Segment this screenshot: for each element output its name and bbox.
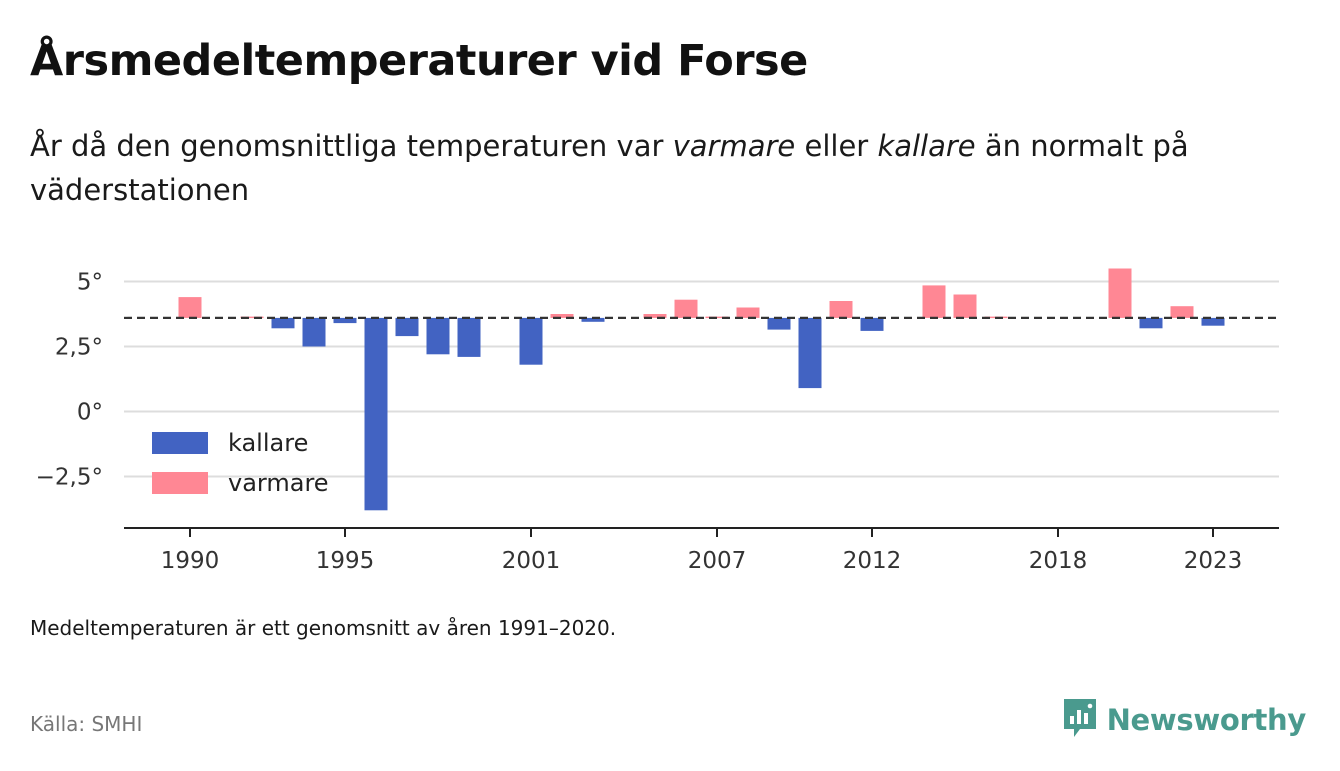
y-tick-label: 2,5°: [55, 335, 103, 361]
bar-cold: [860, 317, 884, 331]
bar-cold: [798, 317, 822, 389]
x-tick-label: 2012: [843, 548, 902, 574]
bar-warm: [550, 314, 574, 318]
x-tick-label: 1990: [161, 548, 220, 574]
newsworthy-brand: Newsworthy: [1061, 697, 1306, 743]
bar-cold: [426, 317, 450, 355]
y-tick-label: 5°: [77, 270, 103, 296]
chart-note: Medeltemperaturen är ett genomsnitt av å…: [30, 616, 617, 640]
subtitle-text-2: eller: [795, 129, 878, 163]
bar-cold: [1201, 317, 1225, 326]
x-tick-label: 2001: [502, 548, 561, 574]
chart-title: Årsmedeltemperaturer vid Forse: [30, 36, 808, 86]
newsworthy-logo-icon: [1061, 697, 1099, 743]
bar-warm: [1108, 268, 1132, 318]
legend-label-warm: varmare: [228, 469, 329, 497]
bar-cold: [395, 317, 419, 337]
bar-cold: [364, 317, 388, 511]
subtitle-text-3: än normalt på väderstationen: [30, 129, 1189, 207]
x-tick-label: 2007: [688, 548, 747, 574]
bar-warm: [953, 294, 977, 318]
source-text: Källa: SMHI: [30, 712, 143, 736]
chart-subtitle: År då den genomsnittliga temperaturen va…: [30, 124, 1300, 212]
bar-warm: [643, 314, 667, 318]
bar-cold: [333, 317, 357, 324]
y-tick-label: −2,5°: [36, 465, 103, 491]
subtitle-warm-word: varmare: [672, 129, 796, 163]
bar-warm: [1170, 306, 1194, 318]
bar-cold: [519, 317, 543, 365]
x-tick-label: 1995: [316, 548, 375, 574]
bar-warm: [922, 285, 946, 318]
bar-cold: [767, 317, 791, 330]
x-tick-label: 2023: [1184, 548, 1243, 574]
bar-warm: [829, 301, 853, 318]
subtitle-text-1: År då den genomsnittliga temperaturen va…: [30, 129, 673, 163]
legend-swatch-cold: [152, 432, 208, 454]
bar-cold: [457, 317, 481, 357]
brand-name: Newsworthy: [1106, 703, 1307, 737]
y-tick-label: 0°: [77, 400, 103, 426]
bar-warm: [240, 316, 264, 319]
bar-cold: [271, 317, 295, 329]
legend-swatch-warm: [152, 472, 208, 494]
x-tick-label: 2018: [1029, 548, 1088, 574]
subtitle-cold-word: kallare: [877, 129, 976, 163]
bar-cold: [1139, 317, 1163, 329]
legend-label-cold: kallare: [228, 429, 308, 457]
bar-warm: [178, 297, 202, 318]
bar-cold: [581, 317, 605, 322]
bar-warm: [674, 299, 698, 318]
bar-warm: [736, 307, 760, 318]
bar-cold: [302, 317, 326, 347]
